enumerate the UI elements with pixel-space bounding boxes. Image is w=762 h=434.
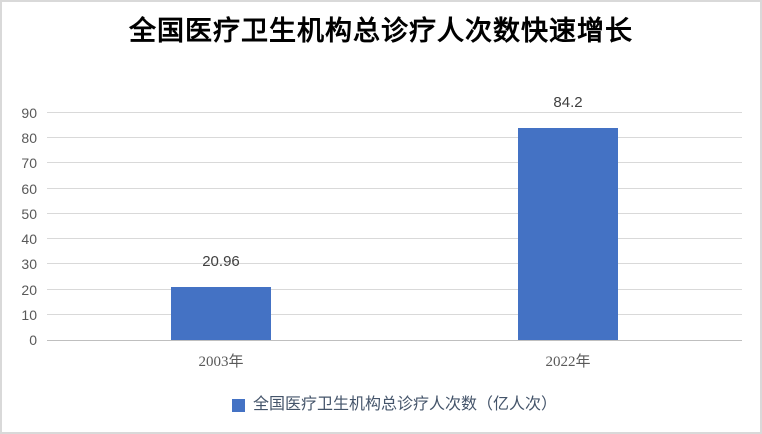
chart-title: 全国医疗卫生机构总诊疗人次数快速增长 xyxy=(129,16,633,46)
y-axis-tick-label: 70 xyxy=(21,155,37,171)
legend-label: 全国医疗卫生机构总诊疗人次数（亿人次） xyxy=(252,396,557,413)
gridline xyxy=(47,314,742,315)
x-axis-label: 2003年 xyxy=(198,354,244,370)
y-axis-tick-labels: 0 10 20 30 40 50 60 70 80 90 xyxy=(2,105,37,348)
gridline xyxy=(47,188,742,189)
y-axis-tick-label: 0 xyxy=(29,332,37,348)
bar-2003年 xyxy=(171,287,271,340)
x-axis-label: 2022年 xyxy=(545,354,591,370)
gridline xyxy=(47,162,742,163)
y-axis-tick-label: 40 xyxy=(21,231,37,247)
y-axis-tick-label: 20 xyxy=(21,282,37,298)
x-axis-line xyxy=(47,340,742,341)
bar-value-label: 20.96 xyxy=(202,253,240,270)
x-axis-labels: 2003年 2022年 xyxy=(47,352,742,372)
y-axis-tick-label: 50 xyxy=(21,206,37,222)
y-axis-tick-label: 90 xyxy=(21,105,37,121)
bar-2022年 xyxy=(518,128,618,340)
legend: 全国医疗卫生机构总诊疗人次数（亿人次） xyxy=(47,394,742,416)
gridline xyxy=(47,137,742,138)
gridline xyxy=(47,238,742,239)
y-axis-tick-label: 30 xyxy=(21,256,37,272)
y-axis-tick-label: 80 xyxy=(21,130,37,146)
gridline xyxy=(47,213,742,214)
bar-value-label: 84.2 xyxy=(553,94,583,111)
gridline xyxy=(47,263,742,264)
legend-swatch-icon xyxy=(231,398,245,412)
plot-area: 20.96 84.2 xyxy=(47,95,742,341)
gridline xyxy=(47,112,742,113)
y-axis-tick-label: 10 xyxy=(21,307,37,323)
y-axis-tick-label: 60 xyxy=(21,181,37,197)
gridline xyxy=(47,289,742,290)
